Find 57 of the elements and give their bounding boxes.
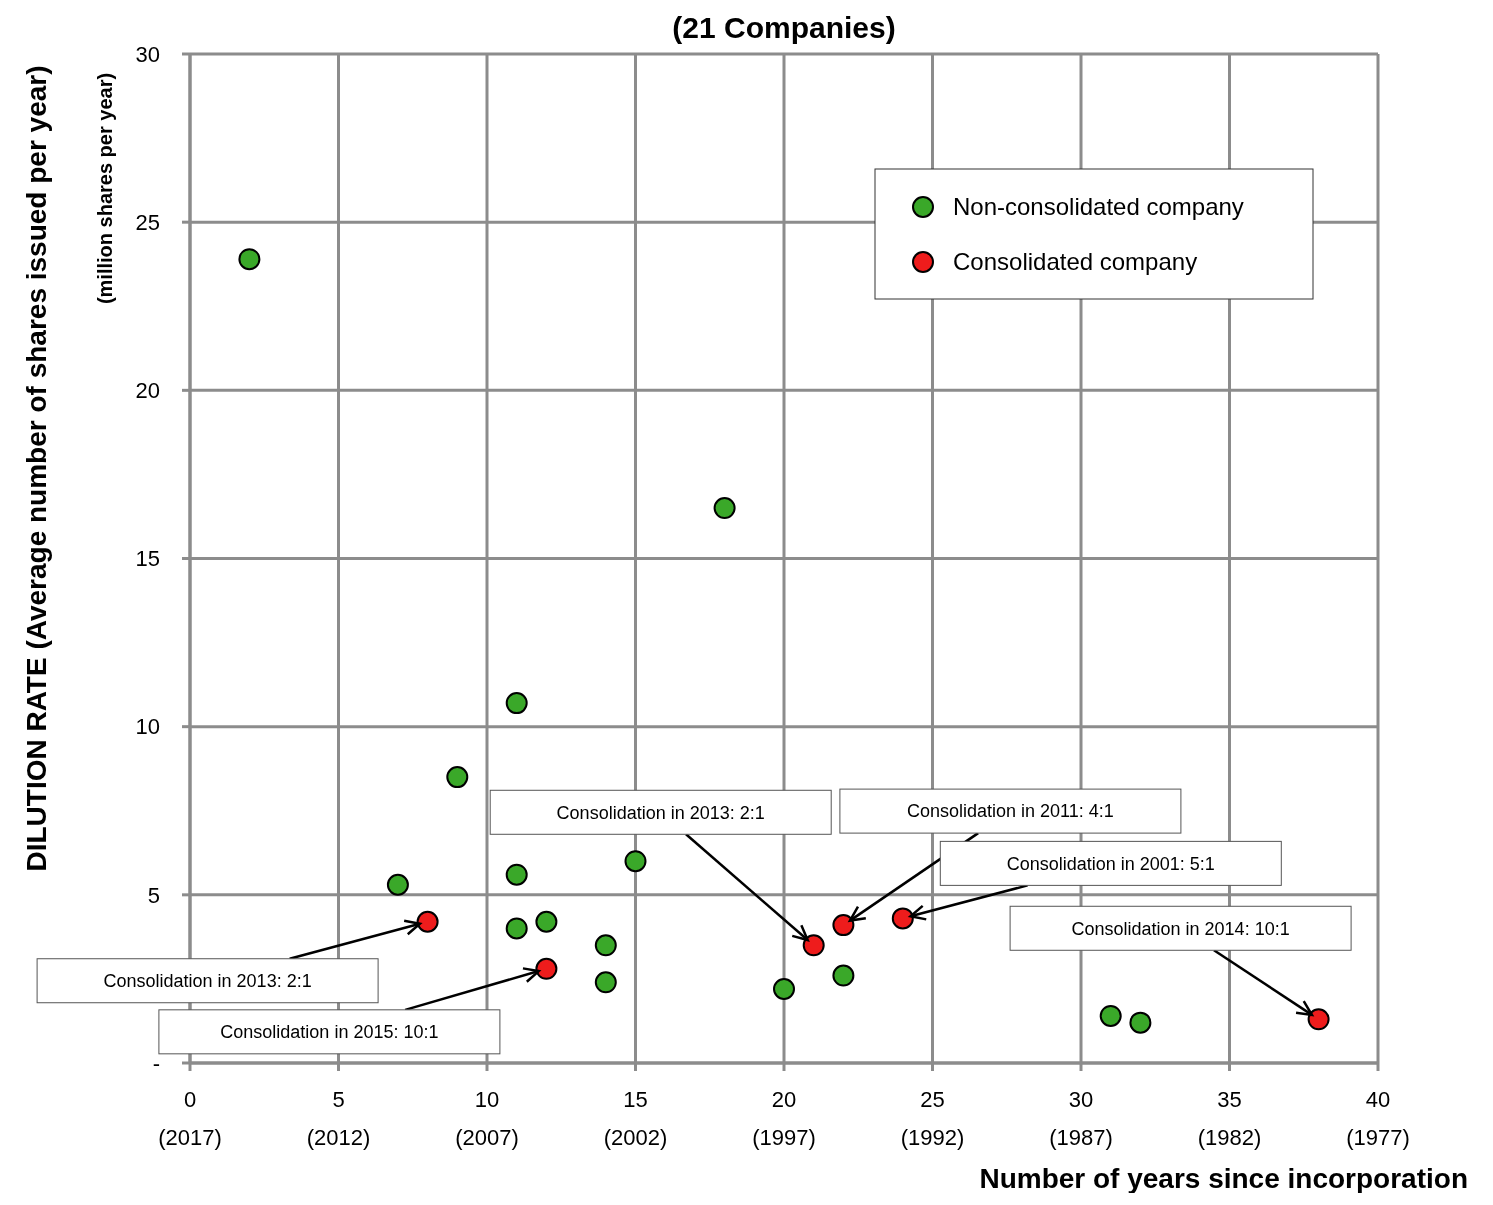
point (386, 873, 409, 896)
point (832, 964, 855, 987)
y-tick-label: 20 (135, 378, 160, 404)
annotation: Consolidation in 2014: 10:1 (1071, 918, 1290, 939)
point (1129, 1011, 1152, 1034)
chart-title: (21 Companies) (672, 11, 896, 44)
x-tick-label: 35 (1217, 1087, 1242, 1112)
annotation: Consolidation in 2013: 2:1 (556, 802, 765, 823)
legend-label: Non-consolidated company (953, 193, 1244, 221)
point (505, 863, 528, 886)
y-tick-label: - (152, 1050, 160, 1076)
annotation: Consolidation in 2011: 4:1 (906, 801, 1114, 822)
annotation: Consolidation in 2015: 10:1 (220, 1022, 439, 1043)
point (891, 907, 914, 930)
point (713, 497, 736, 520)
point (802, 934, 825, 957)
point (505, 692, 528, 715)
point (535, 910, 558, 933)
x-tick-label: 10 (474, 1087, 500, 1112)
x-axis-title: Number of years since incorporation (979, 1163, 1468, 1194)
y-tick-label: 15 (135, 546, 160, 572)
point (238, 248, 261, 271)
legend-label: Consolidated company (953, 248, 1198, 276)
x2-tick-label: (2002) (603, 1125, 668, 1150)
x2-tick-label: (1977) (1346, 1125, 1410, 1150)
x2-tick-label: (1992) (900, 1125, 965, 1150)
point (594, 934, 617, 957)
y-tick-label: 25 (135, 209, 160, 235)
point (416, 910, 439, 933)
y-tick-label: 5 (147, 882, 160, 908)
x2-tick-label: (2007) (455, 1125, 519, 1150)
point (1307, 1008, 1330, 1031)
point (832, 914, 855, 937)
x-tick-label: 15 (623, 1087, 648, 1112)
point (505, 917, 528, 940)
x2-tick-label: (2012) (306, 1125, 371, 1150)
text: DILUTION RATE (Average number of shares issued per year) (million shares per year) (21, 65, 116, 872)
x2-tick-label: (1987) (1049, 1125, 1113, 1150)
x-tick-label: 40 (1365, 1087, 1391, 1112)
y-tick-label: 30 (135, 41, 160, 67)
point (446, 766, 469, 789)
x-tick-label: 25 (920, 1087, 945, 1112)
point (773, 978, 795, 1001)
x-tick-label: 30 (1068, 1087, 1094, 1112)
y-tick-label: 10 (135, 714, 160, 740)
x-tick-label: 5 (332, 1087, 345, 1112)
x-tick-label: 20 (771, 1087, 797, 1112)
point (535, 957, 558, 980)
x2-tick-label: (1997) (752, 1125, 816, 1150)
annotation: Consolidation in 2013: 2:1 (103, 971, 312, 992)
x2-tick-label: (2017) (158, 1125, 222, 1150)
point (1099, 1004, 1122, 1027)
point (624, 850, 647, 873)
point (594, 971, 617, 994)
x-tick-label: 0 (183, 1087, 197, 1112)
x2-tick-label: (1982) (1197, 1125, 1262, 1150)
annotation: Consolidation in 2001: 5:1 (1006, 853, 1215, 874)
